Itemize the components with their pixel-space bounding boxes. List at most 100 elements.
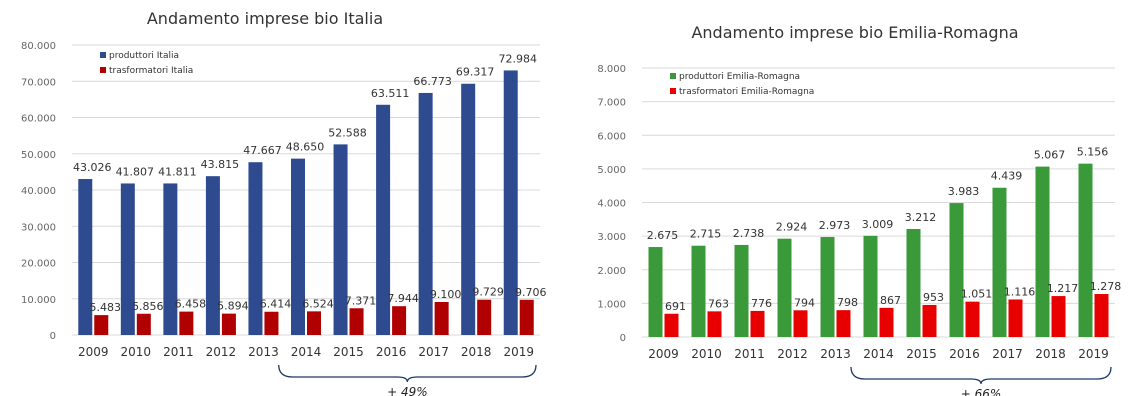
- p1-data-label-s1: 776: [751, 297, 772, 310]
- p1-bar-s0: [734, 244, 749, 337]
- p0-data-label-s1: 5.894: [217, 300, 249, 313]
- p1-title: Andamento imprese bio Emilia-Romagna: [691, 23, 1018, 42]
- p0-legend-label: trasformatori Italia: [109, 66, 193, 76]
- p1-data-label-s1: 794: [794, 296, 815, 309]
- p0-data-label-s1: 6.458: [175, 298, 207, 311]
- p1-bar-s1: [664, 313, 679, 337]
- p0-bar-s0: [333, 144, 348, 335]
- p1-ytick-label: 1.000: [597, 299, 626, 310]
- p1-bar-s1: [793, 310, 808, 337]
- p0-growth-annotation: + 49%: [387, 385, 428, 396]
- p0-data-label-s0: 43.815: [201, 158, 240, 171]
- p1-xtick-label: 2013: [820, 347, 851, 361]
- p0-data-label-s1: 5.856: [132, 300, 164, 313]
- p0-bar-s0: [120, 183, 135, 335]
- p0-data-label-s1: 6.414: [260, 298, 292, 311]
- p1-xtick-label: 2018: [1035, 347, 1066, 361]
- p1-data-label-s0: 2.675: [647, 229, 679, 242]
- p1-data-label-s1: 1.116: [1004, 285, 1036, 298]
- p0-bar-s0: [78, 179, 93, 335]
- p0-ytick-label: 20.000: [21, 259, 56, 270]
- p0-bar-s0: [248, 162, 263, 335]
- p0-data-label-s0: 63.511: [371, 87, 410, 100]
- p0-xtick-label: 2013: [248, 345, 279, 359]
- p1-bar-s1: [1051, 296, 1066, 337]
- p1-data-label-s0: 4.439: [991, 170, 1023, 183]
- p0-legend-swatch: [100, 67, 106, 73]
- p0-xtick-label: 2017: [418, 345, 449, 359]
- p0-ytick-label: 50.000: [21, 150, 56, 161]
- p0-ytick-label: 40.000: [21, 186, 56, 197]
- p1-data-label-s1: 953: [923, 291, 944, 304]
- p0-bar-s0: [418, 92, 433, 335]
- p1-xtick-label: 2017: [992, 347, 1023, 361]
- p0-data-label-s0: 66.773: [413, 75, 452, 88]
- p1-xtick-label: 2009: [648, 347, 679, 361]
- p1-bar-s0: [691, 245, 706, 337]
- p0-title: Andamento imprese bio Italia: [147, 9, 383, 28]
- p0-xtick-label: 2016: [376, 345, 407, 359]
- p1-ytick-label: 7.000: [597, 98, 626, 109]
- p1-data-label-s0: 3.983: [948, 185, 980, 198]
- p0-bar-s1: [434, 302, 449, 335]
- p0-legend-label: produttori Italia: [109, 51, 179, 61]
- p1-xtick-label: 2019: [1078, 347, 1109, 361]
- p1-data-label-s1: 1.051: [961, 288, 993, 301]
- p1-data-label-s0: 3.009: [862, 218, 894, 231]
- p0-data-label-s0: 48.650: [286, 141, 325, 154]
- p0-ytick-label: 70.000: [21, 77, 56, 88]
- p1-bar-s0: [648, 247, 663, 337]
- p0-data-label-s0: 72.984: [498, 52, 537, 65]
- p0-xtick-label: 2015: [333, 345, 364, 359]
- p1-growth-annotation: + 66%: [961, 387, 1002, 396]
- p1-xtick-label: 2011: [734, 347, 765, 361]
- p1-bar-s0: [863, 235, 878, 337]
- p0-bar-s0: [291, 158, 305, 335]
- p1-bar-s1: [836, 310, 851, 337]
- p1-bar-s0: [1035, 166, 1050, 337]
- p1-bar-s0: [949, 203, 964, 337]
- chart-italia: Andamento imprese bio Italia 0 10.000 20.00…: [0, 0, 560, 396]
- p1-bar-s0: [777, 238, 792, 337]
- p0-data-label-s0: 41.807: [116, 165, 155, 178]
- p0-bar-s1: [349, 308, 364, 335]
- p1-xtick-label: 2016: [949, 347, 980, 361]
- chart-italia-svg: Andamento imprese bio Italia 0 10.000 20.00…: [21, 9, 546, 396]
- p1-data-label-s1: 763: [708, 297, 729, 310]
- p0-bar-s1: [179, 311, 194, 335]
- p1-ytick-label: 3.000: [597, 232, 626, 243]
- p1-brace: [850, 366, 1112, 385]
- p1-data-label-s1: 1.278: [1090, 280, 1122, 293]
- p0-data-label-s1: 5.483: [90, 301, 122, 314]
- p0-bar-s1: [264, 311, 279, 335]
- chart-emilia-romagna: Andamento imprese bio Emilia-Romagna 0 1.0…: [570, 0, 1131, 396]
- p0-xtick-label: 2014: [291, 345, 322, 359]
- p1-bar-s0: [820, 237, 835, 337]
- p0-bar-s1: [136, 313, 151, 335]
- p1-xtick-label: 2010: [691, 347, 722, 361]
- p1-xtick-label: 2014: [863, 347, 894, 361]
- p1-legend-swatch: [670, 73, 676, 79]
- p1-xtick-label: 2015: [906, 347, 937, 361]
- p1-bar-s1: [1008, 299, 1023, 337]
- p0-bar-s0: [503, 70, 518, 336]
- p0-bar-s0: [205, 176, 220, 335]
- p0-bar-s1: [477, 299, 492, 335]
- p1-ytick-label: 5.000: [597, 165, 626, 176]
- p1-xtick-label: 2012: [777, 347, 808, 361]
- p0-xtick-label: 2012: [206, 345, 237, 359]
- p1-data-label-s0: 2.738: [733, 227, 765, 240]
- p0-xtick-label: 2019: [503, 345, 534, 359]
- p1-ytick-label: 8.000: [597, 64, 626, 75]
- p0-data-label-s1: 6.524: [302, 297, 334, 310]
- p1-data-label-s1: 691: [665, 300, 686, 313]
- p1-ytick-label: 6.000: [597, 131, 626, 142]
- p0-data-label-s0: 69.317: [456, 66, 495, 79]
- p1-bar-s0: [906, 228, 921, 337]
- p1-legend-label: produttori Emilia-Romagna: [679, 72, 800, 82]
- p0-bar-s0: [461, 83, 476, 335]
- p0-xtick-label: 2018: [461, 345, 492, 359]
- p1-ytick-label: 2.000: [597, 266, 626, 277]
- p1-bar-s1: [879, 307, 894, 337]
- p1-legend-swatch: [670, 88, 676, 94]
